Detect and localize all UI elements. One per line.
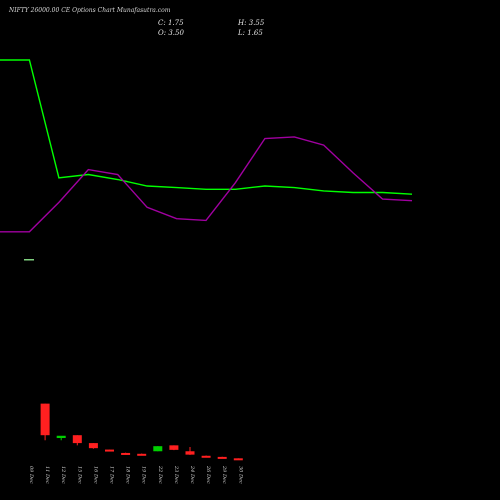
- candle-26-dec: [201, 455, 211, 458]
- candle-19-dec: [137, 453, 147, 456]
- x-tick-label: 09 Dec: [28, 466, 34, 484]
- candle-body: [56, 435, 66, 439]
- candle-body: [105, 449, 114, 452]
- candle-body: [201, 455, 211, 458]
- candle-29-dec: [217, 456, 227, 459]
- x-tick-label: 29 Dec: [221, 465, 227, 484]
- candle-body: [185, 451, 195, 455]
- x-tick-label: 16 Dec: [92, 466, 98, 484]
- candle-body: [88, 443, 98, 449]
- chart-title: NIFTY 26000.00 CE Options Chart Munafasu…: [9, 7, 171, 14]
- x-tick-label: 12 Dec: [60, 466, 66, 484]
- close-value: C: 1.75: [158, 19, 184, 27]
- high-value: H: 3.55: [238, 19, 265, 27]
- candle-24-dec: [185, 447, 195, 455]
- x-tick-label: 17 Dec: [109, 466, 115, 484]
- open-value: O: 3.50: [158, 29, 184, 37]
- candle-12-dec: [56, 435, 66, 441]
- x-tick-label: 18 Dec: [125, 466, 131, 484]
- candles: [24, 259, 243, 461]
- candle-body: [169, 445, 179, 450]
- x-tick-label: 23 Dec: [173, 465, 179, 484]
- x-tick-label: 22 Dec: [157, 465, 163, 484]
- indicator-lines: [0, 59, 413, 233]
- x-axis-ticks: 09 Dec 11 Dec 12 Dec 15 Dec 16 Dec 17 Dec 18 D…: [28, 465, 243, 484]
- candle-17-dec: [105, 449, 114, 452]
- candle-11-dec: [40, 403, 50, 441]
- x-tick-label: 11 Dec: [44, 466, 50, 484]
- candle-16-dec: [88, 443, 98, 449]
- x-tick-label: 26 Dec: [205, 465, 211, 484]
- purple-indicator-line: [0, 136, 413, 233]
- candle-23-dec: [169, 445, 179, 451]
- candle-body: [72, 435, 82, 444]
- x-tick-label: 30 Dec: [237, 466, 243, 484]
- candle-body: [233, 458, 243, 461]
- candle-body: [121, 452, 131, 455]
- low-value: L: 1.65: [238, 29, 263, 37]
- chart-header: NIFTY 26000.00 CE Options Chart Munafasu…: [0, 0, 500, 40]
- green-indicator-line: [0, 59, 413, 195]
- candle-30-dec: [233, 458, 243, 461]
- candle-22-dec: [153, 446, 163, 452]
- candle-marker: [24, 259, 34, 261]
- candle-body: [137, 453, 147, 456]
- candle-09-dec: [24, 259, 34, 261]
- candle-body: [153, 446, 163, 452]
- candle-15-dec: [72, 435, 82, 446]
- candle-body: [217, 456, 227, 459]
- x-tick-label: 19 Dec: [141, 466, 147, 484]
- x-tick-label: 15 Dec: [76, 466, 82, 484]
- candle-18-dec: [121, 452, 131, 455]
- candle-body: [40, 403, 50, 436]
- x-tick-label: 24 Dec: [189, 465, 195, 484]
